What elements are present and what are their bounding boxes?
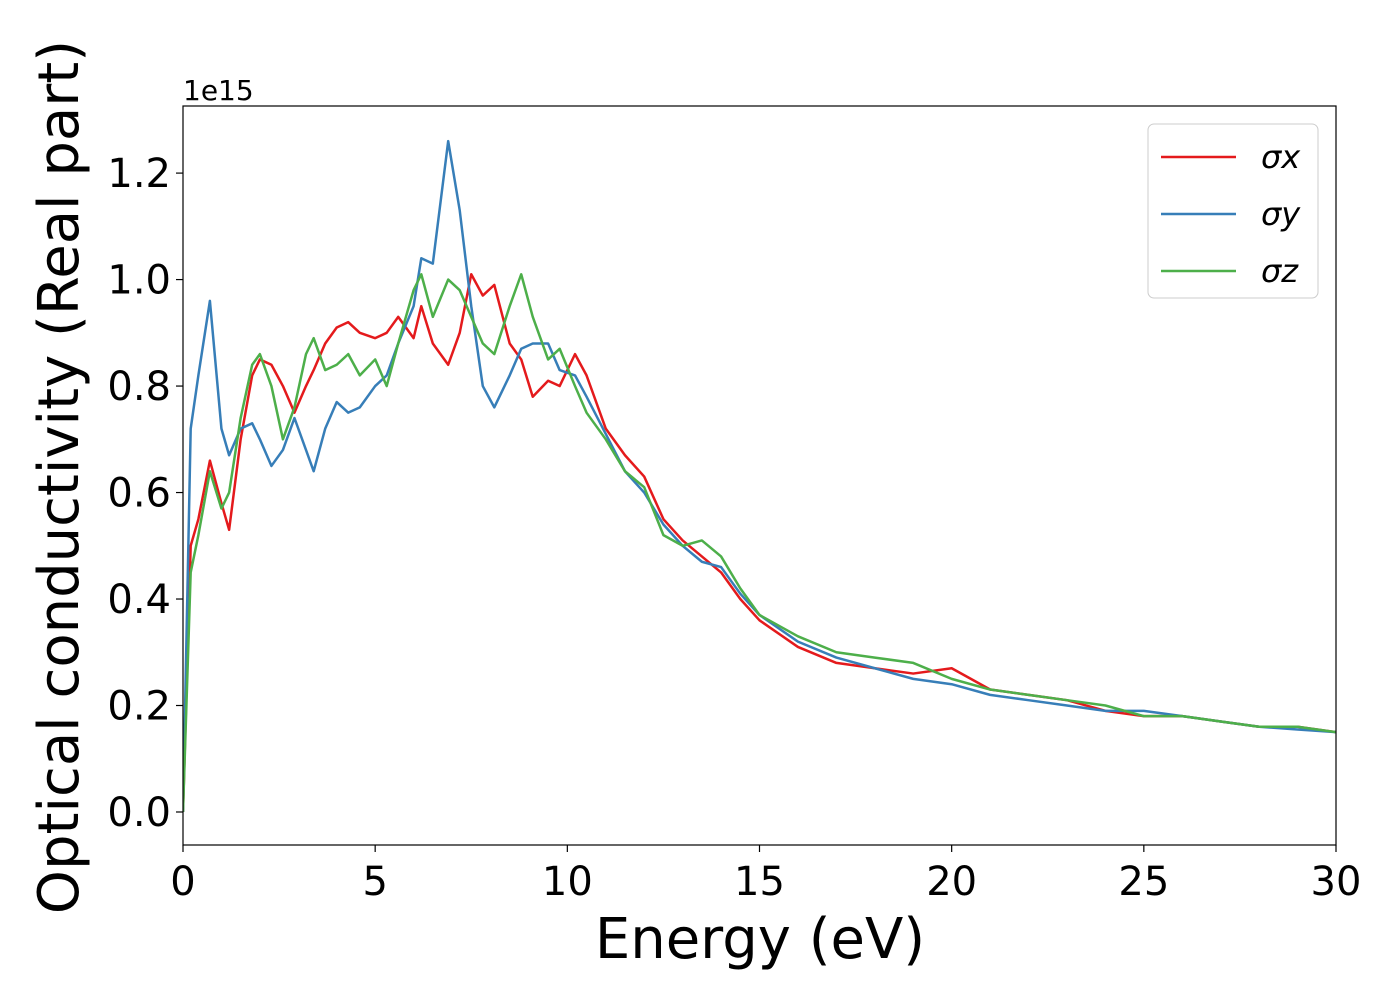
legend-label: σy	[1261, 195, 1301, 233]
y-tick-label: 0.0	[107, 790, 171, 836]
y-tick-label: 0.2	[107, 684, 171, 730]
y-tick-label: 0.6	[107, 471, 171, 517]
x-tick-label: 30	[1311, 859, 1362, 905]
series-line	[183, 139, 1336, 813]
series-line	[183, 272, 1336, 813]
x-tick-label: 5	[362, 859, 387, 905]
y-tick-label: 1.2	[107, 151, 171, 197]
y-tick-label: 0.4	[107, 577, 171, 623]
y-axis-label: Optical conductivity (Real part)	[27, 40, 92, 914]
x-tick-label: 0	[170, 859, 195, 905]
plot-frame	[182, 105, 1337, 846]
x-tick-label: 10	[542, 859, 593, 905]
y-tick-label: 1.0	[107, 258, 171, 304]
y-tick-label: 0.8	[107, 364, 171, 410]
x-tick-label: 15	[734, 859, 785, 905]
series-line	[183, 272, 1336, 813]
x-axis-label: Energy (eV)	[595, 907, 925, 972]
x-tick-label: 25	[1118, 859, 1169, 905]
x-tick-label: 20	[926, 859, 977, 905]
y-offset-label: 1e15	[183, 74, 254, 107]
legend-label: σx	[1261, 138, 1301, 176]
legend-box	[1147, 123, 1319, 299]
legend-label: σz	[1261, 252, 1299, 290]
